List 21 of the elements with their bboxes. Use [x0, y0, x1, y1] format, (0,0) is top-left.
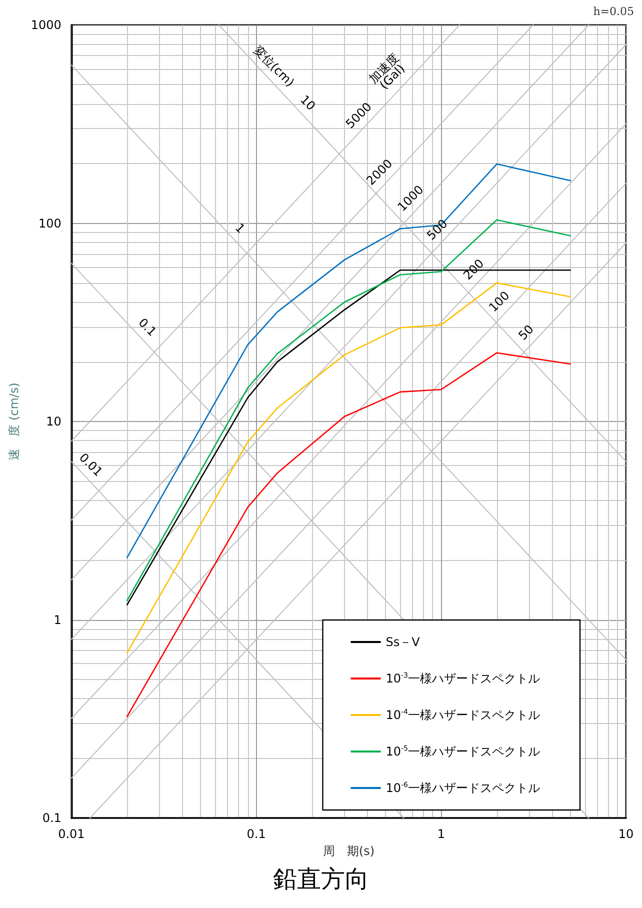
- annotation: 200: [460, 256, 487, 282]
- x-tick-label: 0.1: [246, 827, 266, 841]
- text: h=0.05: [593, 5, 634, 18]
- y-tick-label: 0.1: [42, 811, 62, 825]
- annotation: 10: [298, 92, 318, 114]
- annotation: 0.1: [136, 315, 160, 339]
- x-tick-label: 1: [437, 827, 445, 841]
- y-tick-label: 10: [46, 414, 62, 428]
- text: 鉛直方向: [273, 865, 369, 893]
- legend-label: Ss－V: [386, 635, 421, 649]
- y-tick-label: 100: [38, 216, 62, 230]
- x-axis-title: 周 期(s): [322, 844, 375, 858]
- x-tick-label: 0.01: [58, 827, 85, 841]
- annotation: 50: [516, 322, 536, 343]
- y-tick-label: 1: [54, 612, 62, 627]
- y-tick-label: 1000: [30, 18, 62, 32]
- annotation: 1: [232, 220, 248, 236]
- annotation: 100: [486, 288, 512, 315]
- x-tick-label: 10: [618, 827, 634, 841]
- y-axis-title: 速 度 (cm/s): [7, 382, 21, 460]
- annotation: 500: [424, 216, 450, 243]
